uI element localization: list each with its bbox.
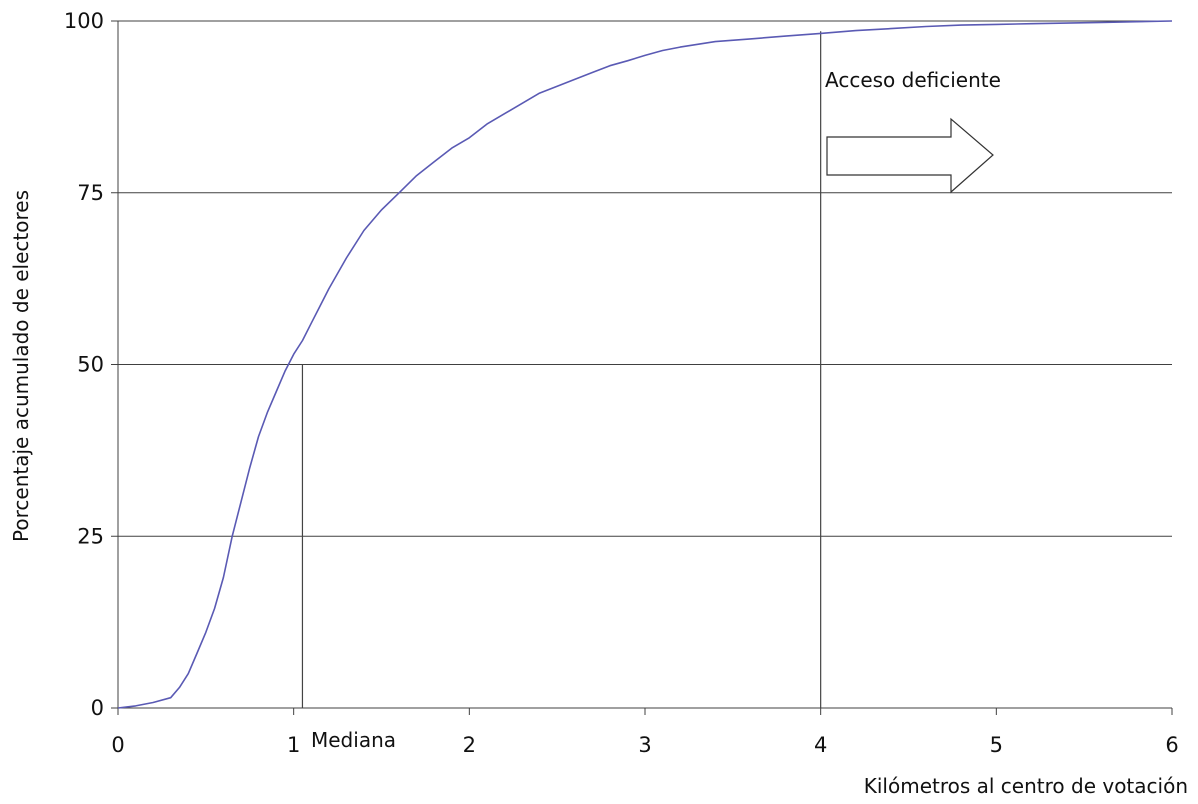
series-line-0: [117, 20, 1173, 709]
x-axis-title: Kilómetros al centro de votación: [864, 774, 1188, 798]
y-tick-label: 50: [77, 353, 104, 377]
x-tick-label: 6: [1165, 733, 1178, 757]
y-tick-label: 100: [64, 9, 104, 33]
grid-lines: [118, 20, 1172, 537]
arrow-right-icon: [826, 117, 994, 194]
x-tick-label: 2: [463, 733, 476, 757]
series-group: [117, 20, 1173, 709]
x-tick-labels: 0 1 2 3 4 5 6: [111, 733, 1178, 757]
y-tick-label: 25: [77, 524, 104, 548]
y-tick-label: 0: [91, 696, 104, 720]
y-axis-title: Porcentaje acumulado de electores: [9, 190, 33, 542]
median-label: Mediana: [311, 728, 396, 752]
axes: [111, 20, 1173, 715]
x-tick-label: 1: [287, 733, 300, 757]
x-tick-label: 5: [990, 733, 1003, 757]
poor-access-label: Acceso deficiente: [825, 68, 1001, 92]
x-tick-label: 0: [111, 733, 124, 757]
y-tick-labels: 0 25 50 75 100: [64, 9, 104, 720]
x-tick-label: 4: [814, 733, 827, 757]
y-tick-label: 75: [77, 181, 104, 205]
reference-lines: [301, 31, 822, 708]
x-tick-label: 3: [638, 733, 651, 757]
